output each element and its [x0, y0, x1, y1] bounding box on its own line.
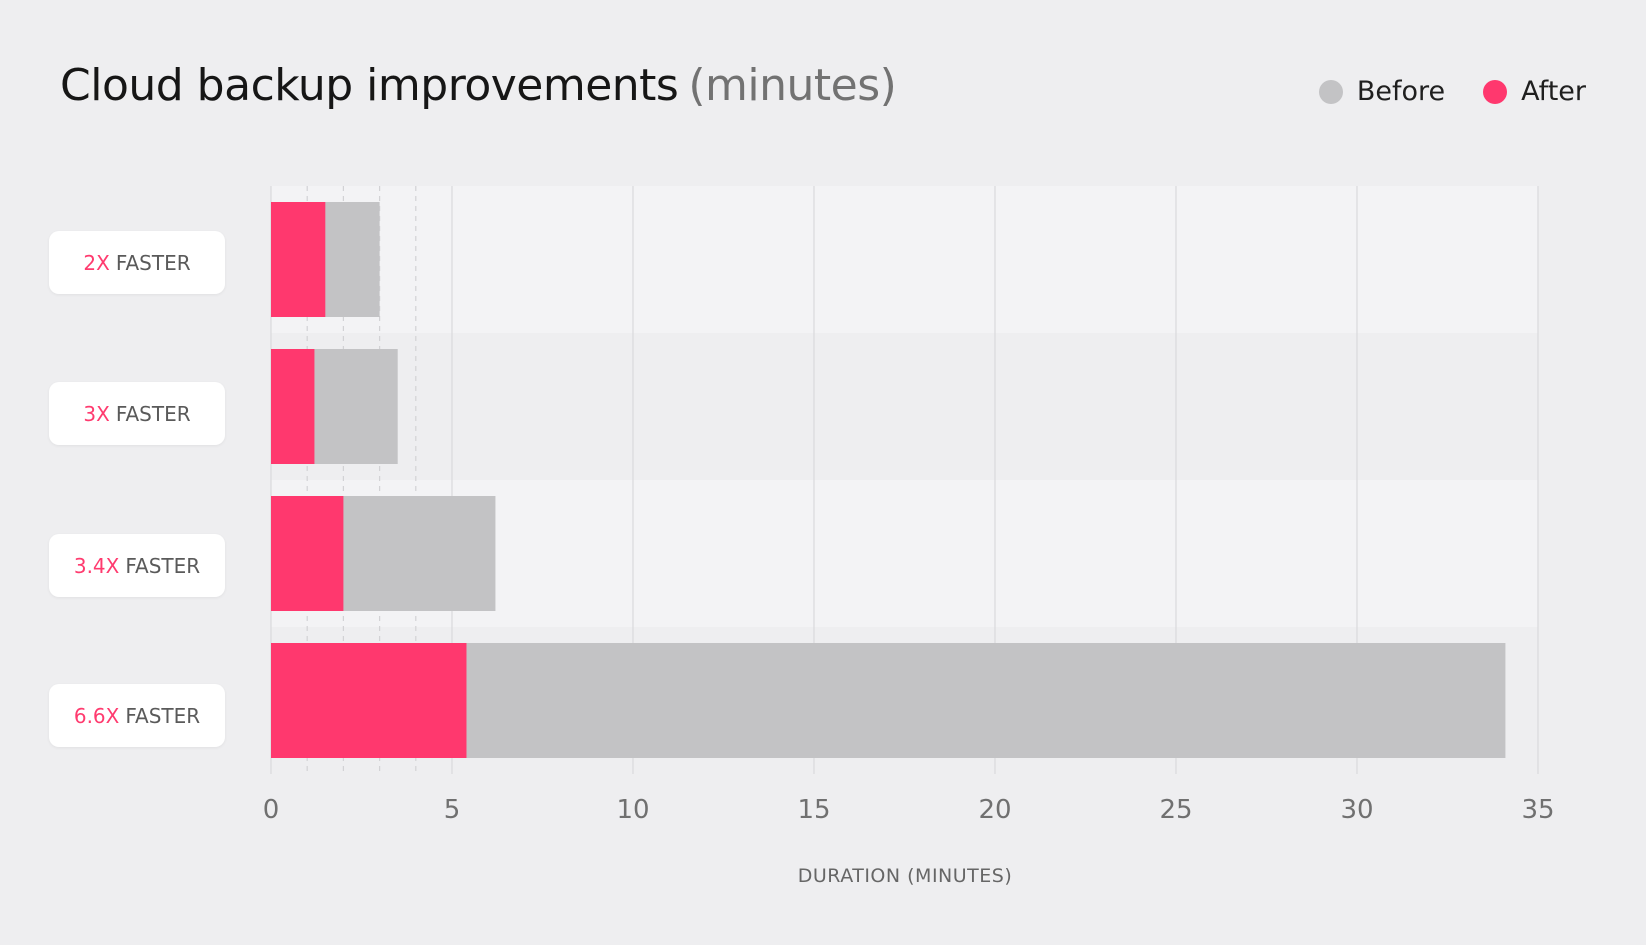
x-tick-label: 35	[1521, 795, 1554, 825]
x-tick-label: 10	[616, 795, 649, 825]
x-axis-label: DURATION (MINUTES)	[798, 865, 1013, 887]
speedup-multiplier: 6.6X	[73, 703, 120, 728]
speedup-pill: 3X FASTER	[49, 382, 225, 445]
speedup-multiplier: 3.4X	[73, 553, 120, 578]
chart-title-text: Cloud backup improvements	[60, 60, 679, 111]
speedup-suffix: FASTER	[115, 250, 191, 275]
legend-item-after: After	[1483, 76, 1586, 107]
x-tick-label: 0	[263, 795, 280, 825]
bar-after	[271, 349, 315, 464]
bars	[271, 202, 1506, 758]
x-tick-label: 20	[978, 795, 1011, 825]
speedup-suffix: FASTER	[125, 703, 201, 728]
bar-after	[271, 643, 467, 758]
legend-item-before: Before	[1318, 76, 1446, 107]
speedup-multiplier: 2X	[83, 250, 110, 275]
x-axis-ticks: 0 5 10 15 20 25 30 35	[263, 795, 1555, 825]
speedup-pill: 2X FASTER	[49, 231, 225, 294]
speedup-suffix: FASTER	[125, 553, 201, 578]
x-tick-label: 30	[1340, 795, 1373, 825]
row-band	[271, 333, 1538, 480]
chart-title-unit: (minutes)	[688, 60, 897, 111]
speedup-pill: 6.6X FASTER	[49, 684, 225, 747]
bar-after	[271, 496, 344, 611]
speedup-multiplier: 3X	[83, 401, 110, 426]
speedup-suffix: FASTER	[115, 401, 191, 426]
x-tick-label: 15	[797, 795, 830, 825]
legend-swatch-before	[1318, 79, 1343, 104]
x-tick-label: 5	[444, 795, 461, 825]
row-band	[271, 186, 1538, 333]
x-tick-label: 25	[1159, 795, 1192, 825]
legend: Before After	[1318, 76, 1586, 107]
bar-after	[271, 202, 326, 317]
speedup-pill: 3.4X FASTER	[49, 534, 225, 597]
legend-label-before: Before	[1356, 76, 1446, 107]
bar-before	[271, 643, 1506, 758]
legend-swatch-after	[1483, 79, 1508, 104]
legend-label-after: After	[1521, 76, 1586, 107]
chart-title: Cloud backup improvements (minutes)	[60, 60, 897, 111]
